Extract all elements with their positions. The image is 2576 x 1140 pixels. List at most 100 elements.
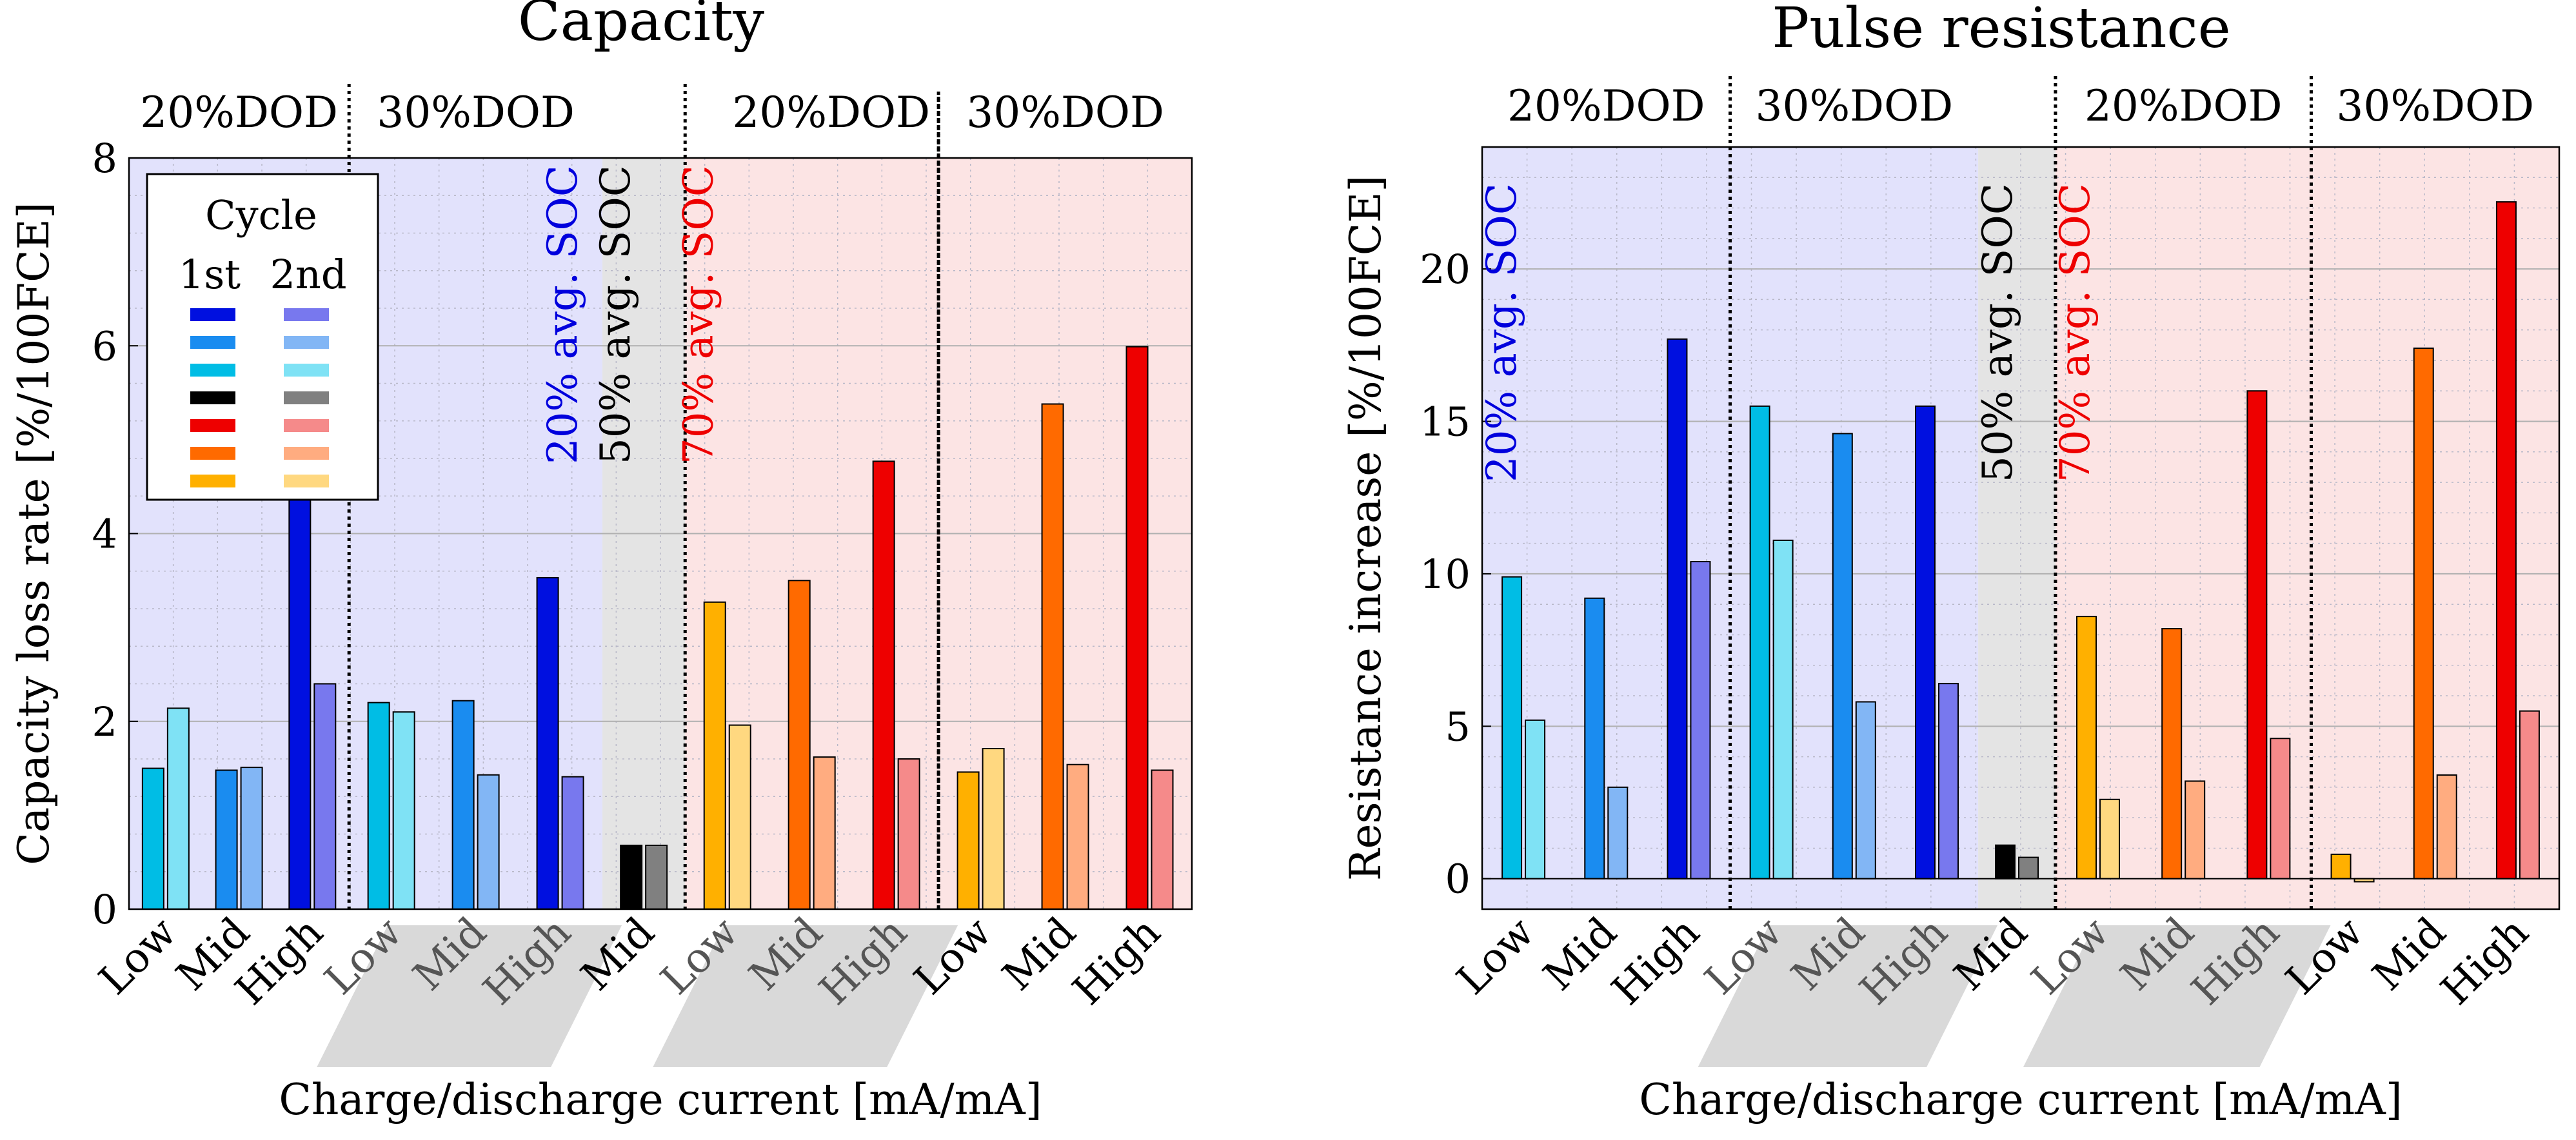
y-tick-label: 6 xyxy=(92,322,117,369)
bar-1st-cycle xyxy=(620,844,643,910)
bar-1st-cycle xyxy=(536,576,559,910)
dod-label: 30%DOD xyxy=(377,88,575,137)
bar-1st-cycle xyxy=(1749,405,1770,880)
bar-1st-cycle xyxy=(788,580,811,910)
legend-swatch-2nd xyxy=(284,336,329,349)
y-tick-label: 0 xyxy=(92,886,117,933)
y-tick-label: 4 xyxy=(92,511,117,558)
soc-background xyxy=(1978,147,2056,909)
y-tick-label: 5 xyxy=(1445,703,1471,750)
bar-1st-cycle xyxy=(703,601,726,910)
bar-2nd-cycle xyxy=(2270,738,2291,880)
x-category-band xyxy=(1698,925,1998,1067)
bar-1st-cycle xyxy=(451,700,475,910)
bar-2nd-cycle xyxy=(1525,719,1546,880)
legend-title: Cycle xyxy=(205,192,317,239)
y-axis-label: Capacity loss rate [%/100FCE] xyxy=(9,202,59,865)
legend-swatch-2nd xyxy=(284,447,329,460)
y-tick-label: 20 xyxy=(1420,246,1471,293)
x-category-band xyxy=(653,925,958,1067)
bar-2nd-cycle xyxy=(313,683,337,910)
bar-2nd-cycle xyxy=(2099,798,2121,880)
x-category-band xyxy=(317,925,622,1067)
soc-background xyxy=(2055,147,2312,909)
bar-1st-cycle xyxy=(1041,403,1064,910)
dod-label: 30%DOD xyxy=(966,88,1164,137)
bar-1st-cycle xyxy=(288,495,312,910)
legend-swatch-1st xyxy=(190,308,235,321)
bar-2nd-cycle xyxy=(392,711,415,910)
bar-2nd-cycle xyxy=(813,756,836,910)
x-tick-label: High xyxy=(1064,909,1169,1014)
bar-1st-cycle xyxy=(2246,390,2268,880)
y-tick-label: 10 xyxy=(1420,551,1471,598)
x-tick-label: High xyxy=(226,909,332,1014)
legend-swatch-1st xyxy=(190,447,235,460)
bar-2nd-cycle xyxy=(1937,683,1959,880)
bar-1st-cycle xyxy=(141,767,164,910)
legend-swatch-1st xyxy=(190,336,235,349)
bar-1st-cycle xyxy=(872,460,895,910)
bar-1st-cycle xyxy=(1125,346,1149,910)
legend-swatch-1st xyxy=(190,419,235,432)
bar-1st-cycle xyxy=(2413,348,2434,880)
legend-swatch-1st xyxy=(190,364,235,377)
y-axis-label: Resistance increase [%/100FCE] xyxy=(1341,175,1391,881)
bar-2nd-cycle xyxy=(2436,774,2457,880)
bar-1st-cycle xyxy=(1995,844,2016,880)
bar-2nd-cycle xyxy=(1151,769,1174,910)
chart-title: Capacity xyxy=(518,0,765,54)
bar-2nd-cycle xyxy=(1607,786,1629,880)
soc-label: 20% avg. SOC xyxy=(1478,183,1526,482)
soc-background xyxy=(2311,147,2559,909)
x-tick-label: High xyxy=(2432,909,2538,1014)
axes-box xyxy=(1481,146,2561,910)
dod-label: 30%DOD xyxy=(1755,81,1953,131)
y-tick-label: 2 xyxy=(92,698,117,745)
dod-label: 30%DOD xyxy=(2336,81,2534,131)
bar-1st-cycle xyxy=(1914,405,1936,880)
bar-2nd-cycle xyxy=(2018,856,2039,880)
bar-1st-cycle xyxy=(956,771,980,910)
legend-col-1st: 1st xyxy=(179,251,241,298)
bar-2nd-cycle xyxy=(2519,710,2540,880)
dod-label: 20%DOD xyxy=(1507,81,1705,131)
bar-1st-cycle xyxy=(215,769,238,910)
capacity-panel: 0 2 4 6 8 20%DOD 30%DOD 20%DOD 30%DOD 20% avg. SO… xyxy=(9,0,1193,1125)
legend-swatch-2nd xyxy=(284,475,329,487)
y-tick-label: 8 xyxy=(92,135,117,182)
bar-2nd-cycle xyxy=(982,747,1005,910)
x-axis-label: Charge/discharge current [mA/mA] xyxy=(1639,1075,2402,1125)
legend-col-2nd: 2nd xyxy=(270,251,346,298)
x-tick-label: Low xyxy=(1448,909,1543,1004)
bar-2nd-cycle xyxy=(897,758,920,910)
bar-2nd-cycle xyxy=(645,844,668,910)
y-tick-label: 15 xyxy=(1420,398,1471,446)
soc-label: 70% avg. SOC xyxy=(2052,183,2099,482)
bar-2nd-cycle xyxy=(561,776,584,910)
bar-2nd-cycle xyxy=(477,774,500,910)
x-axis-label: Charge/discharge current [mA/mA] xyxy=(279,1075,1042,1125)
bar-1st-cycle xyxy=(1501,576,1523,880)
bar-2nd-cycle xyxy=(166,707,190,910)
y-tick-label: 0 xyxy=(1445,856,1471,903)
bar-1st-cycle xyxy=(1584,597,1605,880)
bar-2nd-cycle xyxy=(1855,701,1876,880)
legend-swatch-2nd xyxy=(284,419,329,432)
soc-label: 50% avg. SOC xyxy=(1974,183,2022,482)
bar-2nd-cycle xyxy=(2185,780,2206,880)
x-tick-label: High xyxy=(1603,909,1709,1014)
dod-label: 20%DOD xyxy=(2085,81,2283,131)
legend: Cycle 1st 2nd xyxy=(146,173,379,501)
soc-label: 50% avg. SOC xyxy=(592,165,640,464)
bar-2nd-cycle xyxy=(728,724,751,910)
bar-2nd-cycle xyxy=(240,767,263,910)
soc-background xyxy=(1482,147,1730,909)
legend-swatch-1st xyxy=(190,475,235,487)
x-category-band xyxy=(2023,925,2331,1067)
bar-2nd-cycle xyxy=(1690,561,1711,880)
bar-1st-cycle xyxy=(1667,338,1688,880)
soc-background xyxy=(1730,147,1979,909)
bar-1st-cycle xyxy=(2076,616,2097,880)
